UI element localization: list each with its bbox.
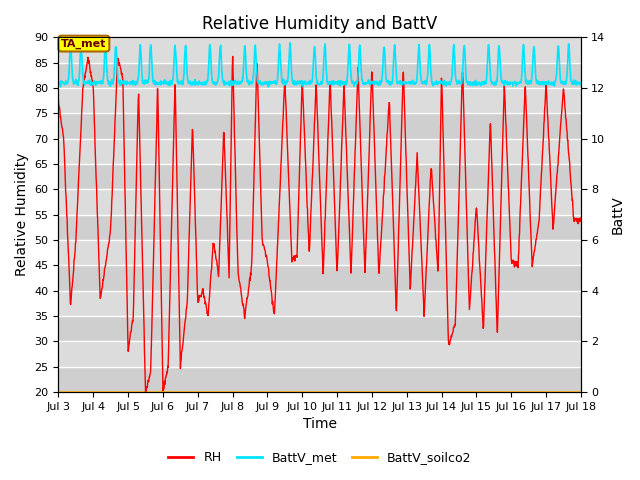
X-axis label: Time: Time [303,418,337,432]
Y-axis label: Relative Humidity: Relative Humidity [15,153,29,276]
Bar [58,37,581,63]
Bar [58,88,581,113]
Bar [58,265,581,291]
Bar [58,341,581,367]
Bar [58,367,581,392]
Bar [58,240,581,265]
Bar [58,139,581,164]
Bar [58,291,581,316]
Bar [58,316,581,341]
Bar [58,113,581,139]
Bar [58,164,581,190]
Bar [58,190,581,215]
Legend: RH, BattV_met, BattV_soilco2: RH, BattV_met, BattV_soilco2 [163,446,477,469]
Y-axis label: BattV: BattV [611,195,625,234]
Title: Relative Humidity and BattV: Relative Humidity and BattV [202,15,437,33]
Bar [58,63,581,88]
Bar [58,215,581,240]
Text: TA_met: TA_met [61,38,107,49]
